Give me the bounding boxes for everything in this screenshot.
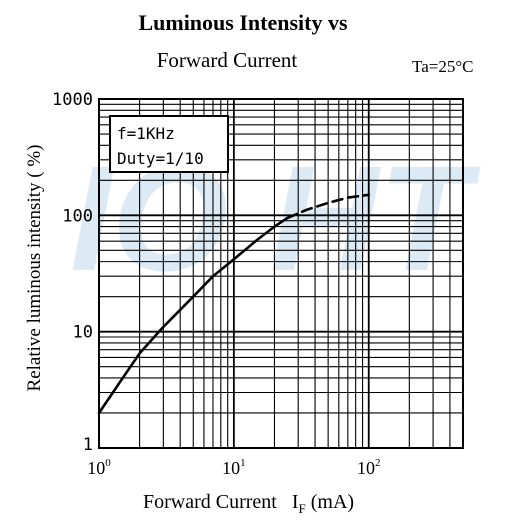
x-tick-label: 101: [222, 457, 246, 478]
plot-frame: [98, 98, 464, 449]
y-tick-label: 10: [73, 323, 93, 343]
x-axis-label: Forward Current IF (mA): [143, 491, 354, 516]
y-tick-label: 100: [62, 206, 93, 226]
legend-box: f=1KHz Duty=1/10: [109, 115, 229, 173]
x-tick-label: 100: [87, 457, 111, 478]
chart-title-line1: Luminous Intensity vs: [138, 10, 348, 35]
legend-frame: [109, 115, 229, 173]
y-tick-label: 1: [83, 435, 93, 455]
series-line-dashed: [286, 193, 370, 220]
legend-line-frequency: f=1KHz: [117, 124, 175, 143]
x-axis-label-subscript: F: [299, 501, 306, 516]
tick-labels: 100 101 102 1 10 100 1000: [52, 90, 380, 478]
x-axis-label-main: Forward Current I: [143, 491, 299, 513]
series-line-solid: [97, 216, 289, 415]
y-axis-label: Relative luminous intensity ( %): [24, 145, 45, 392]
condition-label: Ta=25°C: [412, 57, 473, 76]
legend-line-duty: Duty=1/10: [117, 149, 204, 168]
x-axis-label-unit: (mA): [306, 491, 354, 513]
chart-title-line2: Forward Current: [157, 48, 298, 72]
data-curves: [97, 193, 370, 415]
y-tick-label: 1000: [52, 90, 93, 110]
x-tick-label: 102: [357, 457, 381, 478]
